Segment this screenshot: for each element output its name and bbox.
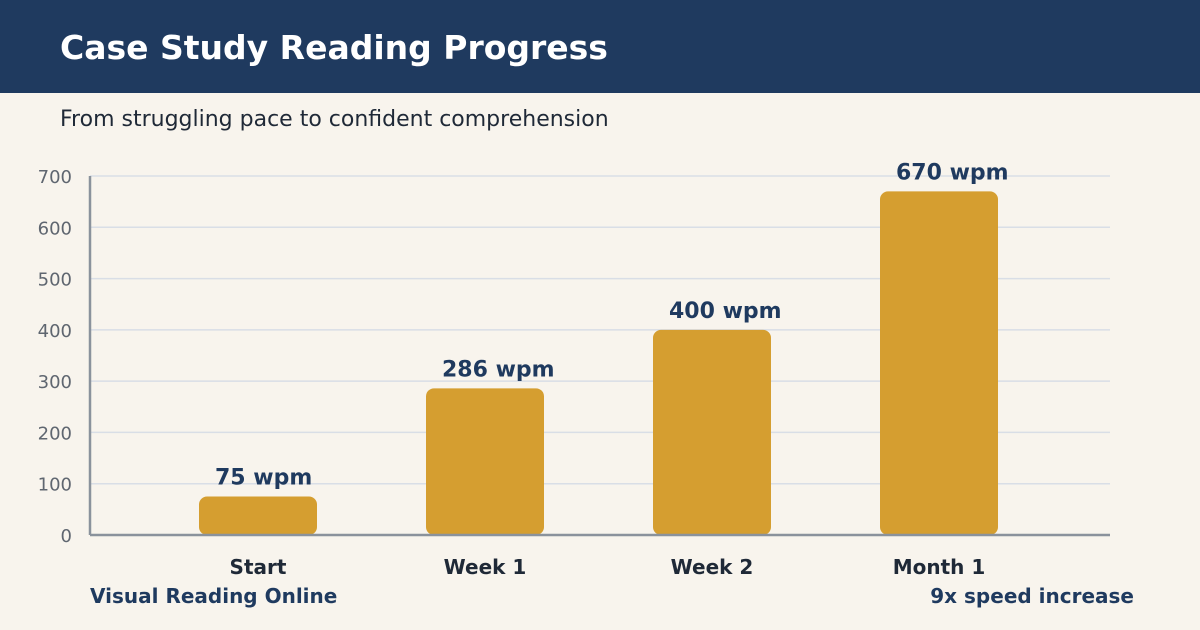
y-tick-label: 0 — [61, 526, 72, 547]
bar-value-label: 75 wpm — [215, 466, 312, 491]
bar — [426, 388, 544, 535]
page-title: Case Study Reading Progress — [60, 28, 608, 67]
x-category-label: Start — [230, 555, 287, 579]
x-category-label: Week 2 — [671, 555, 754, 579]
bar — [880, 191, 998, 535]
bars — [199, 191, 998, 535]
y-tick-label: 500 — [38, 270, 72, 291]
x-category-label: Week 1 — [444, 555, 527, 579]
y-tick-label: 100 — [38, 475, 72, 496]
bar-value-label: 400 wpm — [669, 299, 782, 324]
y-tick-label: 600 — [38, 218, 72, 239]
y-tick-label: 400 — [38, 321, 72, 342]
header-bar: Case Study Reading Progress — [0, 0, 1200, 93]
bar-value-label: 670 wpm — [896, 160, 1009, 185]
y-tick-label: 300 — [38, 372, 72, 393]
bar — [653, 329, 771, 535]
y-tick-label: 700 — [38, 167, 72, 188]
category-labels: Start Week 1 Week 2 Month 1 — [230, 555, 986, 579]
y-tick-label: 200 — [38, 423, 72, 444]
brand-label: Visual Reading Online — [90, 584, 338, 608]
x-category-label: Month 1 — [893, 555, 986, 579]
chart-subtitle: From struggling pace to confident compre… — [60, 107, 609, 132]
data-labels: 75 wpm 286 wpm 400 wpm 670 wpm — [215, 160, 1009, 490]
y-axis-ticks: 0 100 200 300 400 500 600 700 — [38, 167, 72, 547]
bar-value-label: 286 wpm — [442, 357, 555, 382]
bar — [199, 496, 317, 535]
summary-label: 9x speed increase — [930, 584, 1134, 608]
